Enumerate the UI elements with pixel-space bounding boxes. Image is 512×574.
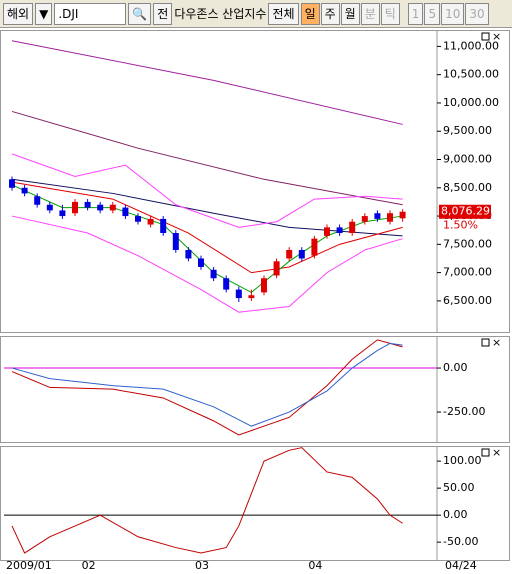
interval-button[interactable]: 30	[465, 2, 489, 25]
panel-icon	[481, 448, 490, 457]
y-tick-label: 10,500.00	[443, 68, 499, 81]
period-button[interactable]: 일	[300, 2, 320, 25]
indicator-line	[11, 339, 403, 436]
interval-button[interactable]: 5	[424, 2, 441, 25]
y-tick-label: -50.00	[443, 535, 478, 548]
candle-body	[361, 216, 368, 222]
period-button[interactable]: 월	[340, 2, 360, 25]
candle-body	[298, 249, 305, 259]
interval-button[interactable]: 10	[441, 2, 465, 25]
candle-body	[248, 295, 255, 299]
y-tick-label: 50.00	[443, 481, 475, 494]
panel-frame	[0, 446, 510, 561]
market-button[interactable]: 해외	[3, 2, 34, 25]
panel-close: ×	[492, 446, 501, 459]
y-tick-label: 7,000.00	[443, 266, 492, 279]
indicator-line	[11, 153, 403, 228]
all-button[interactable]: 전체	[268, 2, 299, 25]
indicator-line	[11, 215, 403, 313]
panel-frame	[0, 30, 510, 333]
candle-body	[273, 261, 280, 276]
chart: ×××6,500.007,000.007,500.008,000.008,500…	[0, 30, 510, 572]
candle-body	[21, 187, 28, 194]
y-tick-label: 8,500.00	[443, 181, 492, 194]
candle-body	[336, 227, 343, 234]
change-label: 1.50%	[443, 219, 478, 232]
panel-icon	[481, 32, 490, 41]
intervals: 1 5 10 30	[407, 2, 489, 25]
candle-body	[72, 201, 78, 214]
candle-body	[135, 216, 141, 222]
candle-body	[223, 278, 230, 290]
x-tick-label: 02	[82, 559, 96, 572]
last-price-label: 8,076.29	[441, 205, 490, 218]
candle-body	[59, 210, 66, 217]
candle-body	[46, 204, 53, 211]
candle-body	[374, 213, 381, 219]
candle-body	[9, 179, 15, 188]
y-tick-label: 10,000.00	[443, 96, 499, 109]
all-short-button[interactable]: 전	[153, 2, 173, 25]
candle-body	[185, 249, 192, 259]
indicator-line	[11, 342, 403, 427]
interval-button[interactable]: 1	[407, 2, 424, 25]
candle-body	[311, 238, 318, 256]
candle-body	[172, 233, 179, 250]
y-tick-label: 11,000.00	[443, 39, 499, 52]
candle-body	[399, 211, 406, 219]
period-button[interactable]: 틱	[380, 2, 400, 25]
search-button[interactable]: 🔍	[128, 2, 152, 25]
candle-body	[84, 201, 91, 208]
candle-body	[34, 196, 41, 205]
indicator-line	[11, 447, 403, 554]
candle-body	[349, 221, 356, 234]
y-tick-label: -250.00	[443, 405, 485, 418]
candle-body	[261, 278, 267, 293]
x-tick-label: 04	[308, 559, 322, 572]
y-tick-label: 9,000.00	[443, 153, 492, 166]
candle-body	[387, 213, 393, 222]
indicator-line	[11, 184, 403, 294]
panel-frame	[0, 336, 510, 443]
last-price-box	[439, 204, 491, 219]
period-button[interactable]: 분	[360, 2, 380, 25]
y-tick-label: 7,500.00	[443, 237, 492, 250]
candle-body	[109, 204, 116, 211]
candle-body	[324, 227, 330, 236]
candle-body	[198, 258, 204, 267]
dropdown[interactable]: ▼	[35, 2, 53, 25]
y-tick-label: 0.00	[443, 508, 468, 521]
panel-close: ×	[492, 336, 501, 349]
panel-icon	[481, 338, 490, 347]
x-tick-label: 03	[195, 559, 209, 572]
end-date-label: 04/24	[445, 559, 477, 572]
candle-body	[160, 218, 167, 234]
indicator-line	[11, 181, 403, 274]
candle-body	[147, 218, 154, 225]
y-tick-label: 9,500.00	[443, 124, 492, 137]
indicator-line	[11, 40, 403, 125]
y-tick-label: 0.00	[443, 361, 468, 374]
candle-body	[122, 207, 129, 217]
candle-body	[210, 269, 217, 279]
candle-body	[286, 249, 293, 259]
candle-body	[235, 289, 242, 299]
symbol-name: 다우존스 산업지수	[174, 7, 267, 21]
period-button[interactable]: 주	[320, 2, 340, 25]
y-tick-label: 6,500.00	[443, 294, 492, 307]
indicator-line	[11, 110, 403, 206]
panel-close: ×	[492, 30, 501, 43]
x-tick-label: 2009/01	[6, 559, 52, 572]
candle-body	[97, 204, 104, 211]
y-tick-label: 100.00	[443, 454, 482, 467]
symbol-input[interactable]: .DJI	[54, 2, 127, 25]
